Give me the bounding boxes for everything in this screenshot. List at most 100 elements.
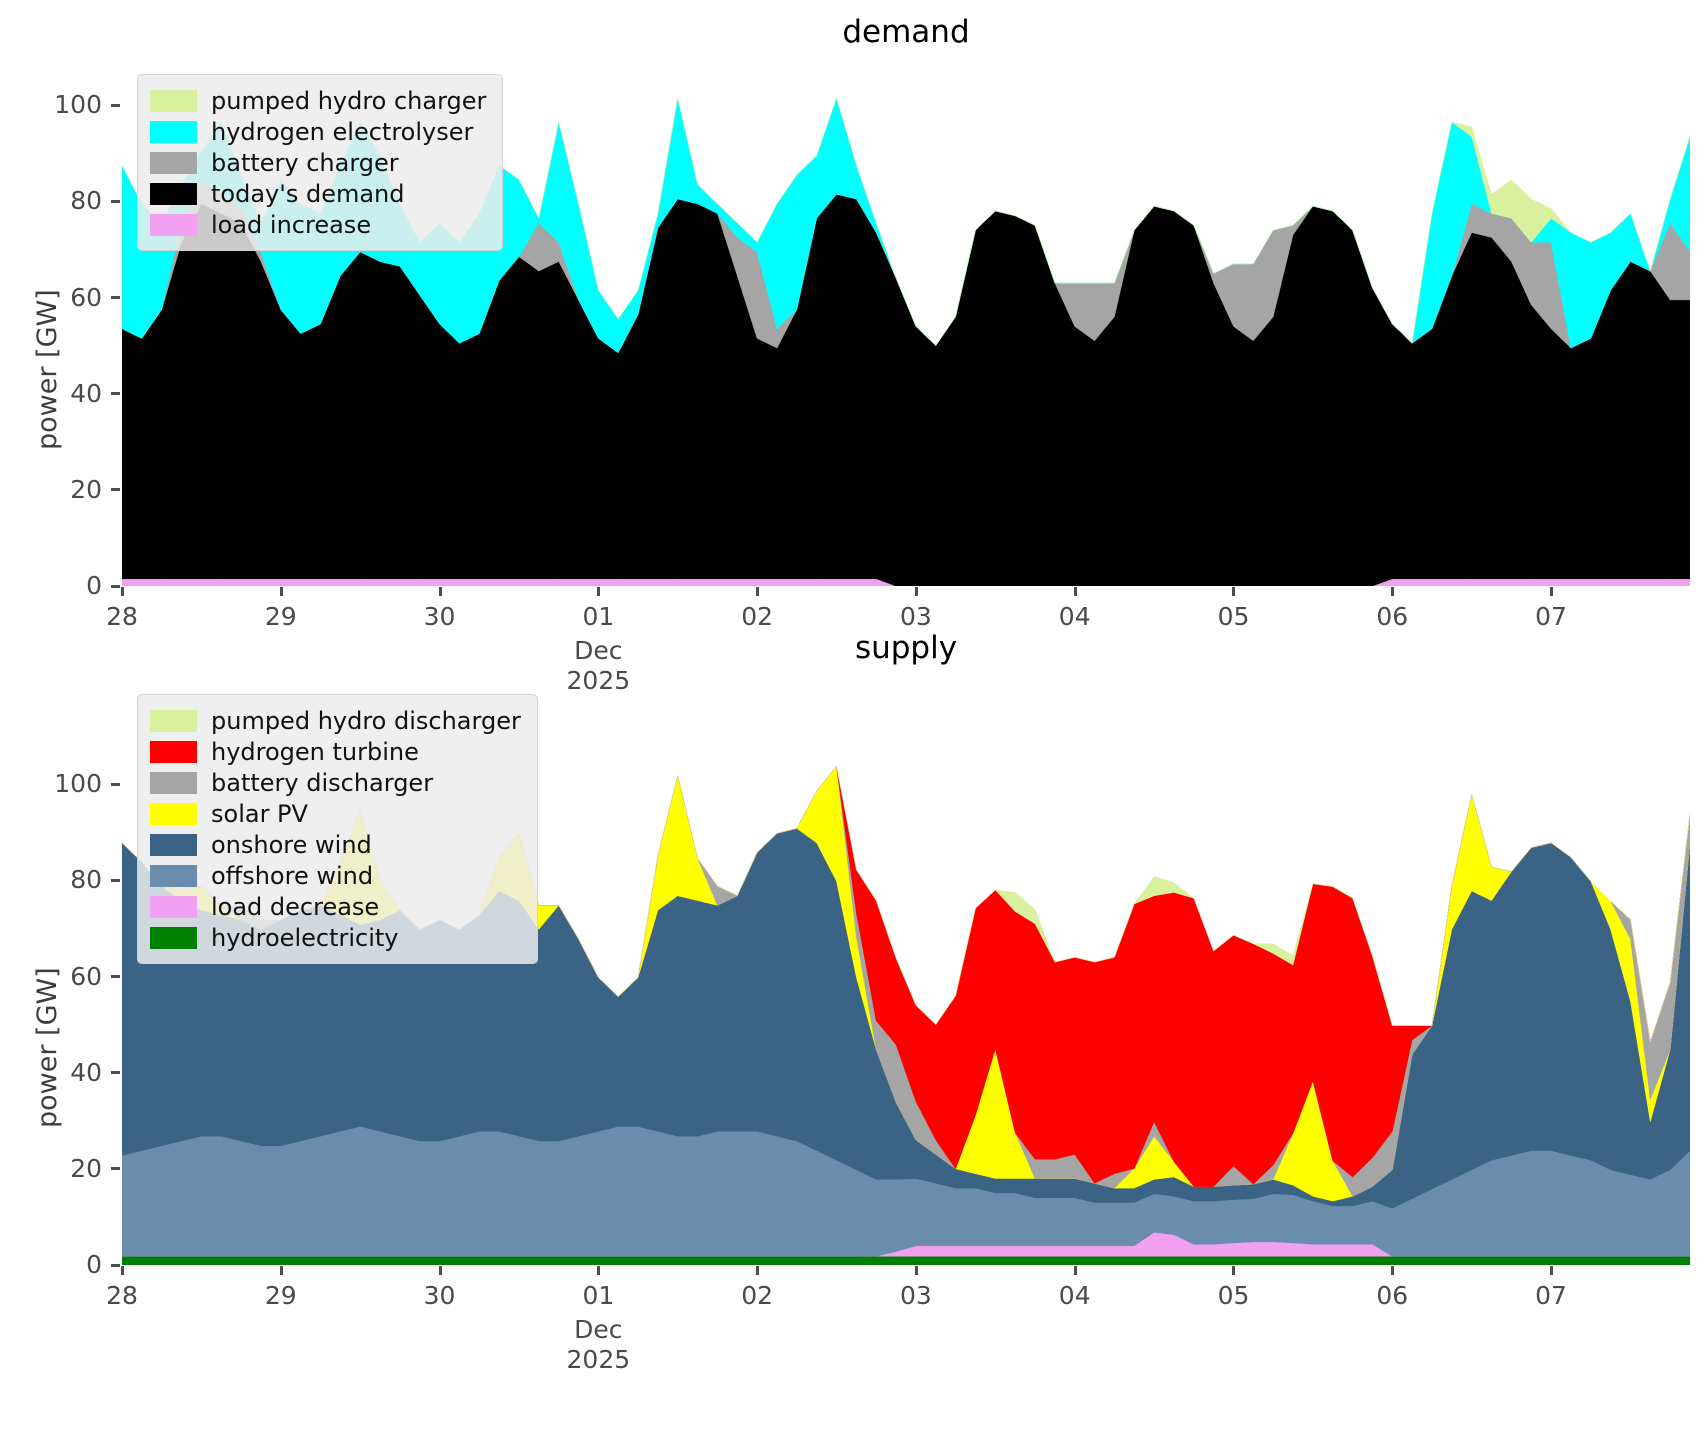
x-tick <box>1232 1266 1236 1275</box>
x-tick <box>597 587 601 596</box>
legend-label: onshore wind <box>211 830 372 859</box>
y-tick <box>111 296 120 300</box>
x-tick-label: 05 <box>1217 1281 1250 1310</box>
x-tick-label: 06 <box>1376 602 1409 631</box>
y-tick <box>111 782 120 786</box>
legend-swatch <box>150 771 197 794</box>
y-tick-label: 100 <box>54 90 102 120</box>
legend-swatch <box>150 213 197 236</box>
y-tick <box>111 1263 120 1267</box>
y-tick-label: 60 <box>70 961 102 991</box>
legend-swatch <box>150 864 197 887</box>
x-tick <box>1550 1266 1554 1275</box>
legend-label: hydrogen turbine <box>211 737 419 766</box>
y-tick <box>111 1071 120 1075</box>
legend-item: pumped hydro charger <box>150 85 486 116</box>
x-tick-label: 07 <box>1535 1281 1567 1310</box>
x-tick <box>1391 1266 1395 1275</box>
x-tick <box>438 1266 442 1275</box>
x-tick-label: 06 <box>1376 1281 1409 1310</box>
legend-label: hydrogen electrolyser <box>211 117 474 146</box>
x-tick-label: 29 <box>264 1281 297 1310</box>
legend-item: load increase <box>150 209 486 240</box>
legend-item: pumped hydro discharger <box>150 705 521 736</box>
x-tick <box>121 587 124 596</box>
legend-label: battery discharger <box>211 768 434 797</box>
x-tick <box>1073 587 1077 596</box>
legend-label: battery charger <box>211 148 399 177</box>
legend-label: today's demand <box>211 179 405 208</box>
area-hydroelectricity <box>122 1256 1690 1265</box>
legend-swatch <box>150 120 197 143</box>
x-tick-label: 04 <box>1058 602 1091 631</box>
y-tick-label: 20 <box>70 474 102 504</box>
legend-label: solar PV <box>211 799 308 828</box>
demand-title: demand <box>842 14 970 50</box>
x-tick-label: 28 <box>106 1281 138 1310</box>
x-axis-sub-label: Dec <box>574 636 623 665</box>
y-tick <box>111 975 120 979</box>
x-tick <box>914 1266 918 1275</box>
x-tick <box>1232 587 1236 596</box>
x-tick-label: 01 <box>582 602 615 631</box>
y-tick <box>111 392 120 396</box>
x-tick-label: 03 <box>900 602 932 631</box>
legend-swatch <box>150 151 197 174</box>
x-tick <box>914 587 918 596</box>
legend-swatch <box>150 802 197 825</box>
area-pumped-hydro-discharger <box>122 765 1690 1042</box>
legend-label: pumped hydro discharger <box>211 706 521 735</box>
x-tick <box>756 587 760 596</box>
x-tick <box>1550 587 1554 596</box>
demand-y-axis-label: power [GW] <box>32 289 63 450</box>
x-tick <box>279 587 283 596</box>
y-tick <box>111 878 120 882</box>
supply-legend: pumped hydro discharger hydrogen turbine b… <box>137 694 538 964</box>
x-axis-sub-label: 2025 <box>566 666 631 695</box>
y-tick-label: 100 <box>54 769 102 799</box>
x-axis-sub-label: 2025 <box>566 1345 631 1374</box>
legend-swatch <box>150 833 197 856</box>
x-tick-label: 01 <box>582 1281 615 1310</box>
legend-swatch <box>150 89 197 112</box>
x-tick <box>279 1266 283 1275</box>
legend-label: load increase <box>211 210 372 239</box>
x-tick <box>756 1266 760 1275</box>
x-tick <box>121 1266 124 1275</box>
x-tick-label: 29 <box>264 602 297 631</box>
x-tick-label: 05 <box>1217 602 1250 631</box>
x-tick-label: 02 <box>741 602 774 631</box>
x-tick-label: 04 <box>1058 1281 1091 1310</box>
legend-item: hydrogen turbine <box>150 736 521 767</box>
legend-swatch <box>150 895 197 918</box>
supply-y-axis-label: power [GW] <box>32 967 63 1128</box>
legend-item: onshore wind <box>150 829 521 860</box>
legend-label: pumped hydro charger <box>211 86 487 115</box>
x-tick-label: 28 <box>106 602 138 631</box>
x-tick-label: 30 <box>423 602 456 631</box>
x-tick-label: 07 <box>1535 602 1567 631</box>
y-tick-label: 40 <box>70 378 102 408</box>
legend-swatch <box>150 740 197 763</box>
legend-label: hydroelectricity <box>211 923 399 952</box>
x-tick-label: 03 <box>900 1281 932 1310</box>
y-tick-label: 40 <box>70 1057 102 1087</box>
legend-item: hydrogen electrolyser <box>150 116 486 147</box>
x-tick <box>1391 587 1395 596</box>
legend-item: battery charger <box>150 147 486 178</box>
legend-swatch <box>150 709 197 732</box>
x-axis-sub-label: Dec <box>574 1315 623 1344</box>
legend-swatch <box>150 182 197 205</box>
y-tick-label: 80 <box>70 186 102 216</box>
x-tick <box>597 1266 601 1275</box>
x-tick-label: 02 <box>741 1281 774 1310</box>
y-tick-label: 80 <box>70 865 102 895</box>
y-tick <box>111 488 120 492</box>
area-pumped-hydro-charger <box>122 97 1690 346</box>
legend-item: hydroelectricity <box>150 922 521 953</box>
legend-label: load decrease <box>211 892 380 921</box>
demand-plot-area <box>122 97 1690 586</box>
legend-item: solar PV <box>150 798 521 829</box>
y-tick-label: 0 <box>86 571 102 600</box>
